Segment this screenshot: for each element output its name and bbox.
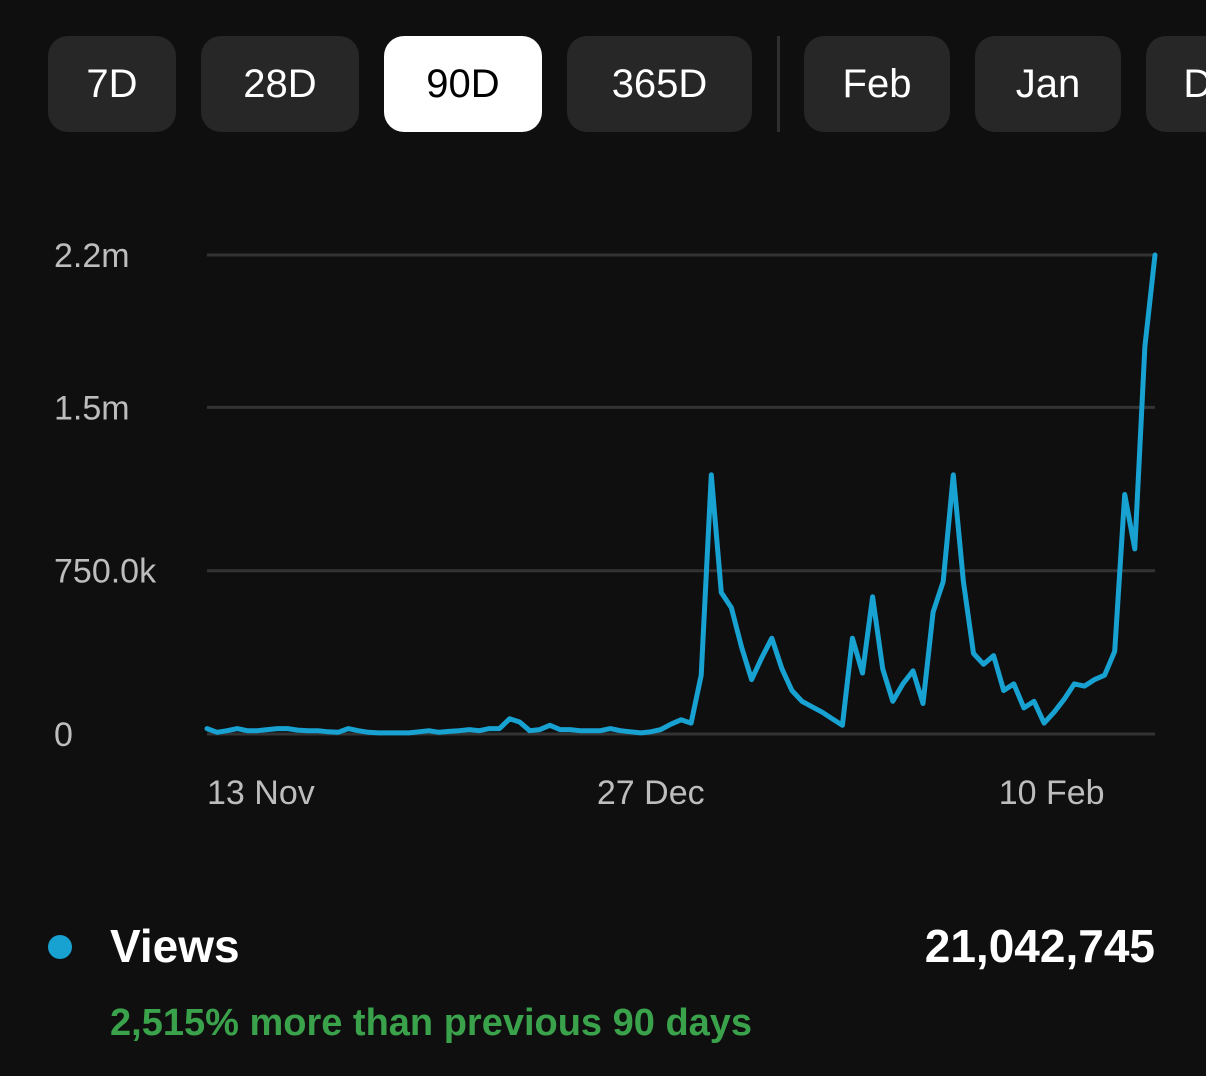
range-7d-button[interactable]: 7D [48, 36, 176, 132]
month-dec-button[interactable]: Dec [1146, 36, 1206, 132]
x-tick-label: 27 Dec [597, 774, 705, 812]
chart-gridlines [207, 253, 1155, 736]
y-tick-label: 2.2m [54, 237, 130, 275]
y-tick-label: 750.0k [54, 553, 157, 591]
range-28d-button[interactable]: 28D [201, 36, 359, 132]
date-range-selector: 7D 28D 90D 365D Feb Jan Dec [48, 36, 1206, 132]
x-axis-labels: 13 Nov 27 Dec 10 Feb [207, 774, 1105, 812]
y-tick-label: 1.5m [54, 389, 130, 427]
y-tick-label: 0 [54, 716, 73, 754]
views-chart: 0 750.0k 1.5m 2.2m 13 Nov 27 Dec 10 Feb [54, 237, 1158, 812]
month-feb-button[interactable]: Feb [804, 36, 950, 132]
views-comparison: 2,515% more than previous 90 days [110, 1002, 753, 1044]
x-tick-label: 13 Nov [207, 774, 315, 812]
range-365d-button[interactable]: 365D [567, 36, 752, 132]
views-series-line [204, 252, 1158, 736]
chart-series [204, 252, 1158, 736]
views-legend-label: Views [110, 920, 240, 972]
x-tick-label: 10 Feb [999, 774, 1105, 812]
range-divider [777, 36, 780, 132]
y-axis-labels: 0 750.0k 1.5m 2.2m [54, 237, 157, 754]
views-legend-dot [48, 935, 72, 959]
range-90d-button[interactable]: 90D [384, 36, 542, 132]
views-total: 21,042,745 [924, 920, 1155, 972]
month-jan-button[interactable]: Jan [975, 36, 1121, 132]
